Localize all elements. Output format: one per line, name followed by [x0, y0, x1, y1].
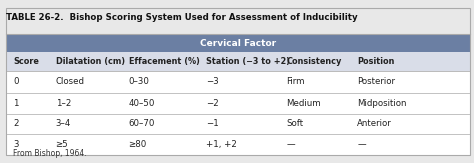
- Text: TABLE 26-2.  Bishop Scoring System Used for Assessment of Inducibility: TABLE 26-2. Bishop Scoring System Used f…: [6, 13, 358, 22]
- Text: 1–2: 1–2: [55, 99, 71, 108]
- FancyBboxPatch shape: [6, 93, 470, 114]
- Text: Closed: Closed: [55, 77, 84, 87]
- FancyBboxPatch shape: [6, 134, 470, 155]
- Text: —: —: [357, 140, 366, 149]
- Text: From Bishop, 1964.: From Bishop, 1964.: [13, 149, 87, 158]
- Text: Station (−3 to +2): Station (−3 to +2): [206, 57, 291, 66]
- FancyBboxPatch shape: [6, 72, 470, 93]
- Text: 60–70: 60–70: [128, 119, 155, 128]
- Text: Anterior: Anterior: [357, 119, 392, 128]
- Text: 3: 3: [13, 140, 18, 149]
- Text: −1: −1: [206, 119, 219, 128]
- Text: 2: 2: [13, 119, 18, 128]
- Text: 0–30: 0–30: [128, 77, 149, 87]
- Text: 3–4: 3–4: [55, 119, 71, 128]
- Text: ≥80: ≥80: [128, 140, 147, 149]
- Text: Midposition: Midposition: [357, 99, 407, 108]
- Text: ≥5: ≥5: [55, 140, 68, 149]
- Text: 40–50: 40–50: [128, 99, 155, 108]
- FancyBboxPatch shape: [6, 52, 470, 71]
- Text: Score: Score: [13, 57, 39, 66]
- Text: Medium: Medium: [286, 99, 321, 108]
- Text: Position: Position: [357, 57, 394, 66]
- Text: Cervical Factor: Cervical Factor: [201, 39, 276, 48]
- FancyBboxPatch shape: [6, 114, 470, 134]
- Text: 1: 1: [13, 99, 18, 108]
- Text: Consistency: Consistency: [286, 57, 342, 66]
- Text: Dilatation (cm): Dilatation (cm): [55, 57, 125, 66]
- Text: Effacement (%): Effacement (%): [128, 57, 200, 66]
- Text: Soft: Soft: [286, 119, 304, 128]
- Text: 0: 0: [13, 77, 18, 87]
- Text: Posterior: Posterior: [357, 77, 395, 87]
- Text: +1, +2: +1, +2: [206, 140, 237, 149]
- Text: Firm: Firm: [286, 77, 305, 87]
- Text: −3: −3: [206, 77, 219, 87]
- FancyBboxPatch shape: [6, 35, 470, 52]
- Text: —: —: [286, 140, 295, 149]
- Text: −2: −2: [206, 99, 219, 108]
